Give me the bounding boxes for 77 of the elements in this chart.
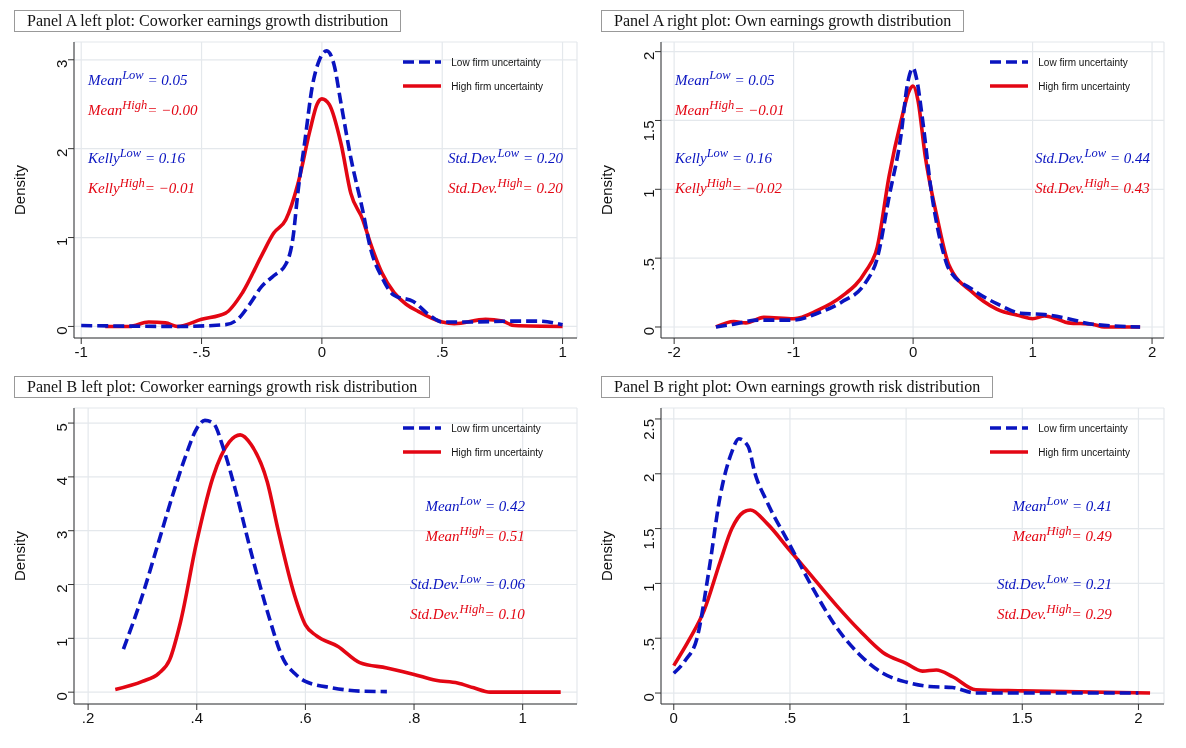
annotation: Mean$^{High}$= −0.00 <box>88 97 198 120</box>
chart-title: Panel A left plot: Coworker earnings growth distribution <box>14 10 402 32</box>
chart-title: Panel B right plot: Own earnings growth risk distribution <box>601 376 994 398</box>
y-tick-label: 0 <box>640 326 658 336</box>
annotation: Mean$^{Low}$ = 0.05 <box>675 67 776 90</box>
y-axis-title: Density <box>11 530 29 582</box>
y-tick-label: 0 <box>640 693 658 702</box>
x-tick-label: 0 <box>317 342 327 360</box>
y-tick-label: 2 <box>640 51 658 60</box>
annotation: Std.Dev.$^{High}$= 0.20 <box>447 175 563 198</box>
y-tick-label: 3 <box>53 59 71 69</box>
y-tick-label: 0 <box>53 692 71 701</box>
x-tick-label: 1 <box>518 708 527 726</box>
y-tick-label: 1.5 <box>640 120 658 142</box>
x-tick-label: 2 <box>1147 342 1157 360</box>
x-tick-label: -.5 <box>192 342 211 360</box>
y-tick-label: 2 <box>53 584 71 593</box>
y-tick-label: 3 <box>53 530 71 540</box>
annotation: Std.Dev.$^{Low}$ = 0.44 <box>1034 145 1150 168</box>
x-tick-label: 1 <box>558 342 567 360</box>
legend-label: High firm uncertainty <box>1038 446 1130 458</box>
legend-label: Low firm uncertainty <box>451 422 541 434</box>
annotation: Std.Dev.$^{High}$= 0.10 <box>409 601 525 624</box>
y-tick-label: 2 <box>53 148 71 158</box>
x-tick-label: .2 <box>81 708 95 726</box>
legend-label: Low firm uncertainty <box>451 56 541 68</box>
x-tick-label: .4 <box>190 708 204 726</box>
y-tick-label: 5 <box>53 423 71 432</box>
legend-label: Low firm uncertainty <box>1038 56 1128 68</box>
annotation: Mean$^{Low}$ = 0.05 <box>88 67 189 90</box>
y-axis-title: Density <box>598 530 616 582</box>
annotation: Mean$^{High}$= 0.51 <box>425 523 525 546</box>
x-tick-label: 1.5 <box>1011 708 1033 726</box>
annotation: Std.Dev.$^{Low}$ = 0.20 <box>447 145 563 168</box>
legend-label: Low firm uncertainty <box>1038 422 1128 434</box>
y-tick-label: 1 <box>53 237 71 246</box>
y-tick-label: .5 <box>640 638 658 651</box>
x-tick-label: -1 <box>74 342 88 360</box>
x-tick-label: .5 <box>435 342 449 360</box>
y-tick-label: 2 <box>640 473 658 483</box>
legend-label: High firm uncertainty <box>451 80 543 92</box>
y-tick-label: 4 <box>53 476 71 486</box>
x-tick-label: 0 <box>669 708 678 726</box>
x-tick-label: .5 <box>783 708 797 726</box>
y-axis-title: Density <box>11 164 29 216</box>
annotation: Mean$^{High}$= 0.49 <box>1012 523 1112 546</box>
y-tick-label: 1.5 <box>640 528 658 550</box>
y-axis-title: Density <box>598 164 616 216</box>
x-tick-label: 0 <box>908 342 918 360</box>
y-tick-label: 1 <box>640 583 658 592</box>
annotation: Kelly$^{Low}$ = 0.16 <box>675 145 774 168</box>
y-tick-label: 1 <box>53 638 71 647</box>
annotation: Std.Dev.$^{High}$= 0.43 <box>1034 175 1150 198</box>
y-tick-label: 1 <box>640 189 658 198</box>
x-tick-label: 1 <box>901 708 911 726</box>
y-tick-label: 0 <box>53 326 71 335</box>
annotation: Std.Dev.$^{High}$= 0.29 <box>996 601 1112 624</box>
annotation: Mean$^{Low}$ = 0.41 <box>1012 493 1112 516</box>
annotation: Mean$^{High}$= −0.01 <box>675 97 785 120</box>
x-tick-label: -1 <box>786 342 801 360</box>
annotation: Kelly$^{Low}$ = 0.16 <box>88 145 187 168</box>
annotation: Kelly$^{High}$= −0.01 <box>88 175 195 198</box>
legend-label: High firm uncertainty <box>451 446 543 458</box>
x-tick-label: 2 <box>1134 708 1143 726</box>
annotation: Std.Dev.$^{Low}$ = 0.21 <box>996 571 1112 594</box>
chart-title: Panel B left plot: Coworker earnings growth risk distribution <box>14 376 431 398</box>
annotation: Std.Dev.$^{Low}$ = 0.06 <box>409 571 525 594</box>
chart-title: Panel A right plot: Own earnings growth distribution <box>601 10 965 32</box>
y-tick-label: 2.5 <box>640 418 658 440</box>
annotation: Mean$^{Low}$ = 0.42 <box>425 493 525 516</box>
x-tick-label: .6 <box>299 708 312 726</box>
y-tick-label: .5 <box>640 258 658 271</box>
legend-label: High firm uncertainty <box>1038 80 1130 92</box>
annotation: Kelly$^{High}$= −0.02 <box>675 175 782 198</box>
x-tick-label: 1 <box>1028 342 1037 360</box>
x-tick-label: -2 <box>667 342 681 360</box>
x-tick-label: .8 <box>407 708 421 726</box>
